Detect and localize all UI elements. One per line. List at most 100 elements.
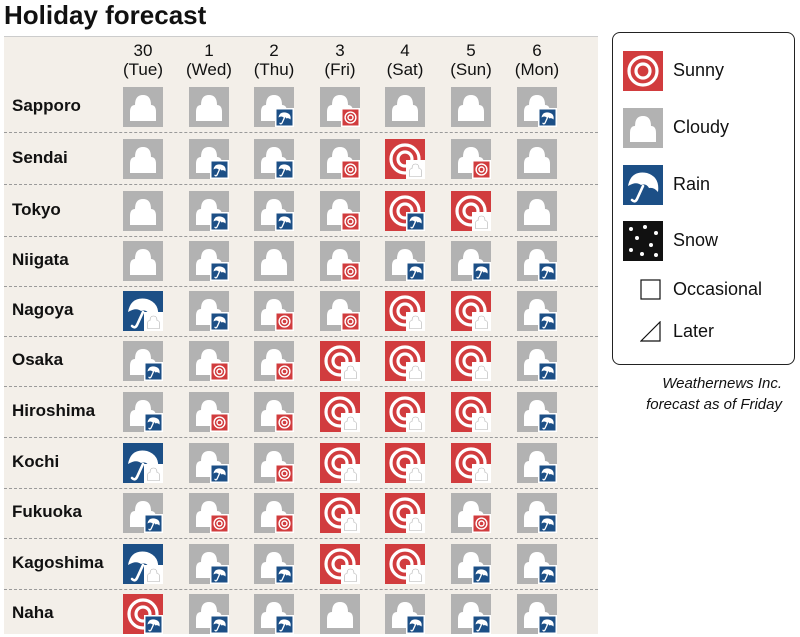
day-of-week: (Sat) bbox=[386, 60, 424, 79]
forecast-icon-sunny bbox=[385, 291, 425, 331]
legend-rain-label: Rain bbox=[673, 174, 711, 194]
forecast-icon-cloudy bbox=[517, 87, 557, 127]
forecast-icon-cloudy bbox=[517, 594, 557, 634]
sunny-icon bbox=[623, 51, 663, 91]
forecast-icon-sunny bbox=[451, 191, 491, 231]
day-header: 1 (Wed) bbox=[176, 41, 242, 79]
day-number: 2 bbox=[269, 41, 279, 60]
forecast-icon-cloudy bbox=[123, 139, 163, 179]
forecast-icon-cloudy bbox=[189, 241, 229, 281]
forecast-icon-rain bbox=[123, 443, 163, 483]
day-number: 1 bbox=[204, 41, 214, 60]
legend-box: Sunny Cloudy Rain Snow Occasional Later bbox=[612, 32, 795, 365]
forecast-icon-sunny bbox=[451, 291, 491, 331]
forecast-icon-cloudy bbox=[189, 443, 229, 483]
city-name: Nagoya bbox=[12, 300, 74, 319]
forecast-icon-sunny bbox=[320, 544, 360, 584]
forecast-icon-cloudy bbox=[517, 493, 557, 533]
forecast-icon-cloudy bbox=[517, 341, 557, 381]
forecast-icon-cloudy bbox=[517, 392, 557, 432]
city-name: Kochi bbox=[12, 452, 60, 471]
day-of-week: (Tue) bbox=[123, 60, 163, 79]
forecast-grid: 30 (Tue) 1 (Wed) 2 (Thu) 3 (Fri) 4 (Sat) 5 (Sun) 6 (M… bbox=[4, 36, 598, 634]
forecast-icon-cloudy bbox=[254, 341, 294, 381]
forecast-icon-cloudy bbox=[451, 544, 491, 584]
legend-cloudy-label: Cloudy bbox=[673, 117, 730, 137]
forecast-icon-sunny bbox=[451, 341, 491, 381]
day-header: 2 (Thu) bbox=[241, 41, 307, 79]
forecast-icon-cloudy bbox=[123, 493, 163, 533]
city-name: Fukuoka bbox=[12, 502, 82, 521]
forecast-icon-cloudy bbox=[123, 87, 163, 127]
day-header: 6 (Mon) bbox=[504, 41, 570, 79]
forecast-icon-cloudy bbox=[189, 139, 229, 179]
forecast-icon-cloudy bbox=[320, 241, 360, 281]
rain-icon bbox=[623, 165, 663, 205]
forecast-icon-rain bbox=[123, 291, 163, 331]
forecast-icon-sunny bbox=[320, 392, 360, 432]
forecast-icon-cloudy bbox=[385, 594, 425, 634]
day-number: 4 bbox=[400, 41, 410, 60]
forecast-icon-cloudy bbox=[517, 291, 557, 331]
forecast-icon-cloudy bbox=[189, 493, 229, 533]
snow-icon bbox=[623, 221, 663, 261]
legend-occasional-label: Occasional bbox=[673, 279, 763, 299]
day-of-week: (Fri) bbox=[324, 60, 356, 79]
row-separator bbox=[4, 538, 598, 539]
forecast-icon-cloudy bbox=[320, 291, 360, 331]
forecast-icon-cloudy bbox=[451, 139, 491, 179]
day-of-week: (Wed) bbox=[186, 60, 232, 79]
forecast-icon-cloudy bbox=[517, 544, 557, 584]
forecast-icon-cloudy bbox=[254, 493, 294, 533]
forecast-icon-sunny bbox=[385, 493, 425, 533]
forecast-icon-sunny bbox=[385, 392, 425, 432]
row-separator bbox=[4, 589, 598, 590]
row-separator bbox=[4, 184, 598, 185]
day-of-week: (Thu) bbox=[253, 60, 295, 79]
forecast-icon-cloudy bbox=[517, 139, 557, 179]
forecast-icon-cloudy bbox=[123, 241, 163, 281]
city-name: Naha bbox=[12, 603, 54, 622]
forecast-icon-cloudy bbox=[123, 341, 163, 381]
cloudy-icon bbox=[623, 108, 663, 148]
forecast-icon-sunny bbox=[451, 443, 491, 483]
forecast-icon-sunny bbox=[320, 493, 360, 533]
legend-later-label: Later bbox=[673, 321, 715, 341]
forecast-icon-cloudy bbox=[385, 241, 425, 281]
forecast-icon-cloudy bbox=[189, 544, 229, 584]
forecast-icon-cloudy bbox=[189, 341, 229, 381]
forecast-icon-cloudy bbox=[189, 191, 229, 231]
forecast-icon-cloudy bbox=[254, 291, 294, 331]
forecast-icon-cloudy bbox=[254, 191, 294, 231]
legend-sunny-label: Sunny bbox=[673, 60, 725, 80]
forecast-icon-cloudy bbox=[254, 87, 294, 127]
forecast-icon-cloudy bbox=[320, 191, 360, 231]
city-name: Osaka bbox=[12, 350, 64, 369]
forecast-icon-sunny bbox=[385, 139, 425, 179]
city-name: Tokyo bbox=[12, 200, 61, 219]
city-name: Sendai bbox=[12, 148, 68, 167]
forecast-icon-sunny bbox=[320, 443, 360, 483]
day-number: 30 bbox=[133, 41, 153, 60]
forecast-icon-cloudy bbox=[451, 241, 491, 281]
city-name: Sapporo bbox=[12, 96, 81, 115]
forecast-icon-cloudy bbox=[254, 443, 294, 483]
day-number: 3 bbox=[335, 41, 345, 60]
city-name: Hiroshima bbox=[12, 401, 96, 420]
day-header: 30 (Tue) bbox=[110, 41, 176, 79]
row-separator bbox=[4, 132, 598, 133]
forecast-icon-cloudy bbox=[254, 241, 294, 281]
credit-line-1: Weathernews Inc. bbox=[662, 375, 782, 392]
page-title: Holiday forecast bbox=[4, 0, 207, 30]
forecast-icon-cloudy bbox=[189, 392, 229, 432]
row-separator bbox=[4, 336, 598, 337]
forecast-icon-sunny bbox=[451, 392, 491, 432]
forecast-icon-cloudy bbox=[254, 544, 294, 584]
forecast-icon-cloudy bbox=[189, 87, 229, 127]
day-of-week: (Sun) bbox=[450, 60, 492, 79]
day-header: 3 (Fri) bbox=[307, 41, 373, 79]
city-name: Niigata bbox=[12, 250, 69, 269]
city-name: Kagoshima bbox=[12, 553, 104, 572]
row-separator bbox=[4, 488, 598, 489]
forecast-icon-sunny bbox=[385, 443, 425, 483]
